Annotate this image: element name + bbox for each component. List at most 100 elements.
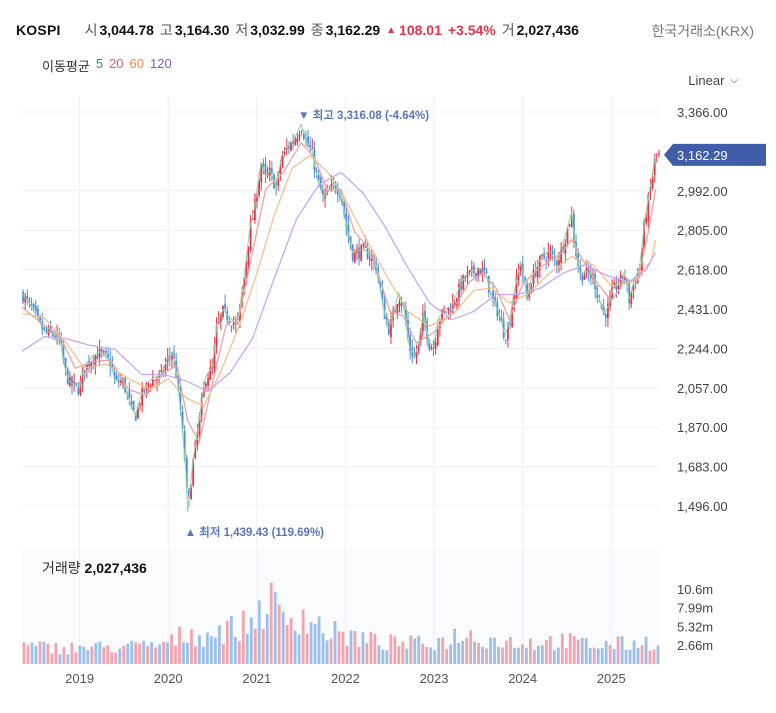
volume-bar (98, 641, 102, 664)
volume-bar (321, 633, 325, 664)
volume-bar (532, 649, 536, 664)
time-tick-label: 2020 (154, 671, 183, 686)
candle-body (173, 354, 175, 359)
candle-body (209, 367, 212, 380)
candle-body (317, 175, 320, 181)
candle-body (387, 322, 390, 335)
candle-body (585, 267, 588, 274)
candle-body (515, 277, 518, 298)
volume-bar (237, 641, 241, 664)
volume-bar (86, 649, 90, 664)
open-price: 시 3,044.78 (84, 22, 154, 38)
candle-body (477, 269, 480, 278)
volume-bar (576, 639, 580, 664)
current-price-badge (664, 143, 766, 166)
candle-body (628, 283, 631, 304)
volume-bar (249, 617, 253, 664)
volume-bar (540, 645, 544, 664)
candle-body (545, 260, 548, 262)
volume-bar (126, 643, 130, 664)
candle-body (283, 149, 286, 155)
volume-bar (138, 643, 142, 664)
candle-body (528, 290, 531, 298)
candle-body (154, 379, 156, 381)
candle-body (251, 218, 254, 220)
candle-body (587, 267, 590, 274)
candle-body (343, 201, 346, 214)
volume-bar (174, 645, 177, 664)
candle-body (34, 305, 37, 312)
candle-body (368, 258, 371, 260)
candle-body (334, 184, 337, 190)
ma-60-legend[interactable]: 60 (129, 56, 145, 71)
price-tick-label: 1,870.00 (677, 420, 728, 435)
volume-panel-value: 2,027,436 (84, 560, 147, 576)
volume-bar (517, 647, 520, 664)
volume-bar (421, 643, 425, 664)
volume-bar (106, 645, 110, 664)
candle-body (424, 311, 426, 323)
volume-bar (513, 648, 516, 664)
candle-body (264, 164, 267, 174)
volume-bar (329, 638, 333, 664)
candle-body (151, 379, 154, 386)
volume-bar (245, 633, 249, 664)
price-tick-label: 1,683.00 (677, 460, 728, 475)
candle-body (379, 280, 382, 289)
scale-selector[interactable]: Linear ⌵ (688, 73, 738, 88)
volume-bar (608, 644, 612, 664)
candle-body (658, 152, 660, 154)
candle-body (358, 247, 360, 259)
candle-body (538, 256, 541, 270)
candle-body (481, 268, 484, 274)
time-tick-label: 2019 (65, 671, 94, 686)
quote-header: KOSPI 시 3,044.78 고 3,164.30 저 3,032.99 종… (16, 20, 585, 40)
volume-bar (393, 636, 397, 664)
volume-bar (497, 646, 500, 664)
ma-20-legend[interactable]: 20 (109, 56, 124, 71)
volume-bar (142, 640, 146, 664)
volume-bar (158, 644, 161, 664)
candle-body (324, 194, 326, 199)
price-tick-label: 2,992.00 (677, 184, 728, 199)
candle-body (353, 251, 356, 263)
volume-bar (305, 633, 309, 664)
candle-body (643, 222, 645, 249)
volume-bar (405, 648, 409, 664)
candle-body (547, 251, 550, 259)
candle-body (526, 283, 528, 299)
candle-body (143, 388, 146, 393)
ma-120-legend[interactable]: 120 (150, 56, 172, 71)
candle-body (60, 338, 63, 343)
ma-120-line (21, 171, 657, 393)
candle-body (407, 320, 409, 338)
volume-bar (206, 632, 209, 664)
volume-bar (341, 631, 345, 664)
volume-tick-label: 2.66m (677, 638, 713, 653)
candle-body (117, 381, 120, 383)
volume-bar (389, 634, 393, 664)
volume-bar (469, 630, 472, 664)
volume-bar (273, 592, 277, 664)
candle-body (285, 147, 288, 150)
volume-bar (277, 604, 281, 664)
volume-bar (261, 628, 265, 664)
candle-body (185, 458, 188, 489)
volume-bar (46, 643, 50, 664)
candle-body (51, 333, 54, 336)
candle-body (100, 349, 103, 352)
ma-5-legend[interactable]: 5 (95, 56, 104, 71)
volume-bar (572, 636, 576, 664)
candle-body (504, 339, 507, 341)
candle-body (90, 362, 93, 369)
volume-bar (505, 640, 508, 664)
candle-body (434, 342, 437, 349)
candle-body (77, 387, 80, 395)
volume-bar (146, 646, 150, 664)
candle-body (485, 271, 488, 274)
volume-bar (632, 640, 636, 664)
candle-body (292, 141, 295, 144)
volume-panel-label: 거래량 2,027,436 (42, 560, 147, 576)
candle-body (630, 292, 633, 305)
